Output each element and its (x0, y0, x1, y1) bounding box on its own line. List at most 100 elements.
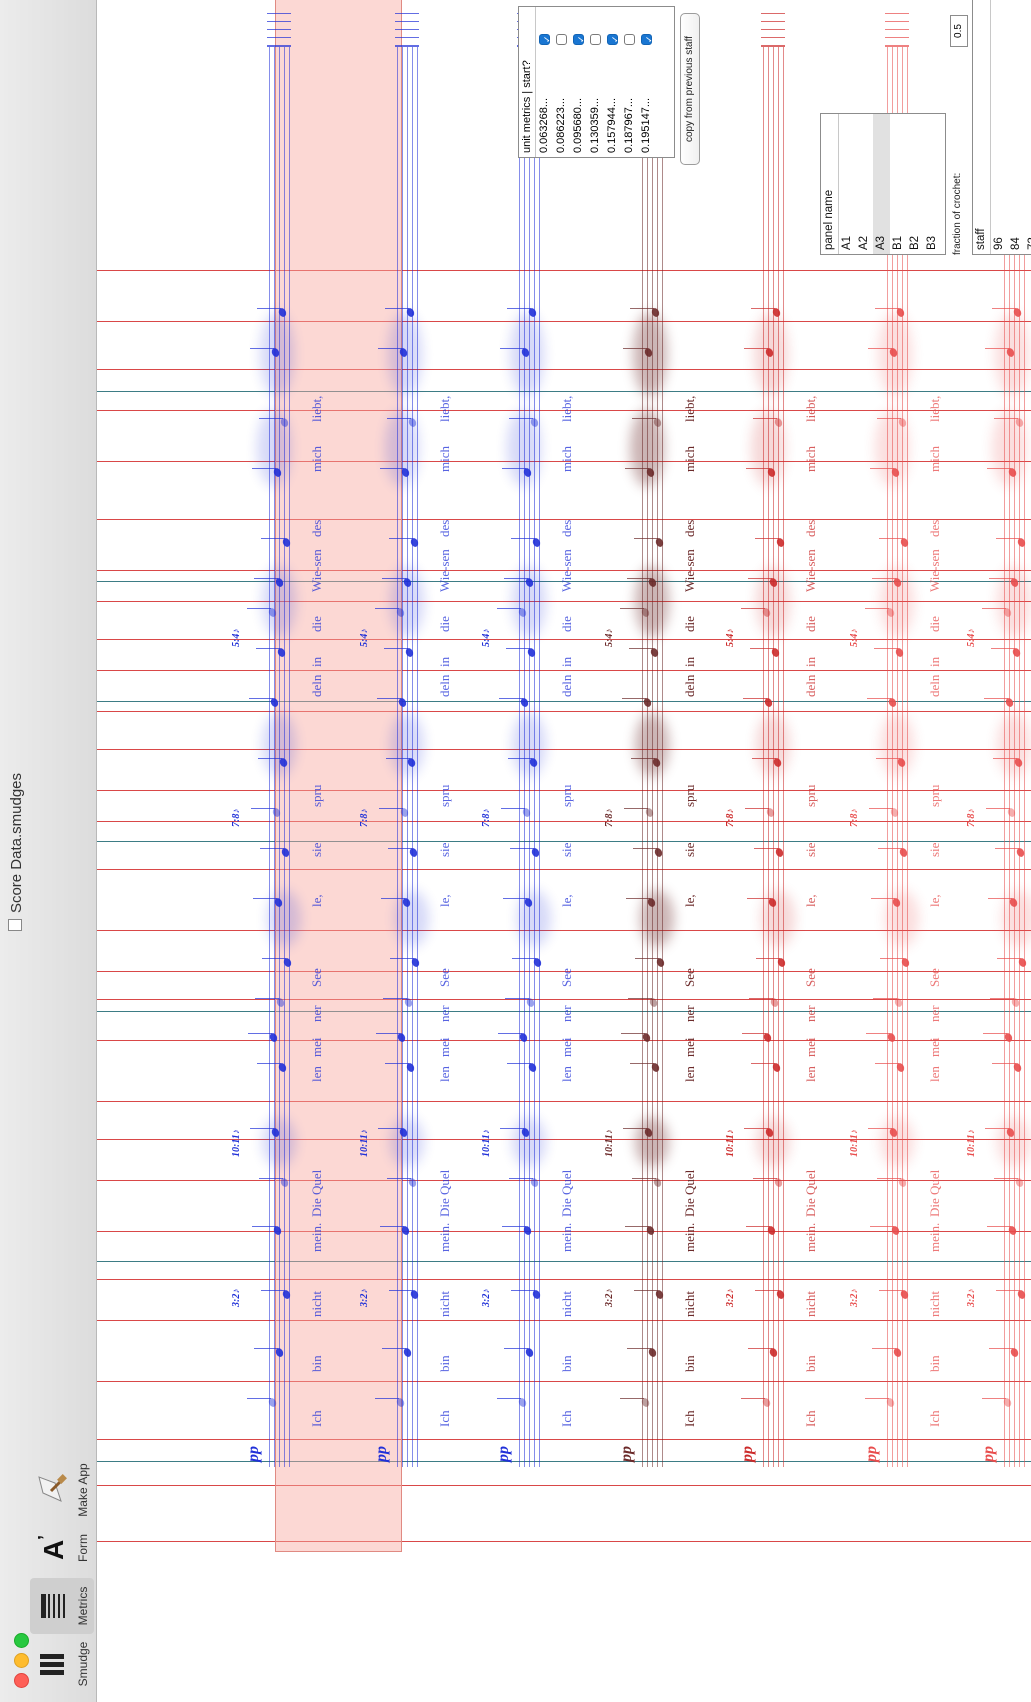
note-stem (627, 1348, 651, 1349)
end-barline (267, 6, 291, 47)
fraction-field[interactable]: 0.5 (950, 15, 968, 47)
lyric-syllable: See (927, 968, 942, 987)
metrics-row[interactable]: 0.130359... (587, 7, 604, 157)
note-stem (249, 698, 273, 699)
copy-from-previous-staff-button[interactable]: copy from previous staff (680, 13, 700, 165)
tuplet-marking: 7:8♪ (849, 808, 860, 827)
start-checkbox[interactable] (641, 34, 652, 45)
lyric-syllable: deln (309, 674, 324, 697)
staff-row: pp 3:2♪ 10:11♪ 7:8♪ 5:4♪ Ich bin nicht mein. Die … (345, 6, 455, 1467)
note-stem (987, 468, 1011, 469)
note-stem (384, 648, 408, 649)
lyric-syllable: mich (437, 446, 452, 472)
toolbar-metrics-button[interactable]: Metrics (30, 1578, 94, 1634)
staff-item-84[interactable]: 84 (1010, 237, 1022, 250)
score-canvas[interactable]: pp 3:2♪ 10:11♪ 7:8♪ 5:4♪ Ich bin nicht mein. Die … (97, 0, 1031, 1702)
lyric-syllable: die (927, 616, 942, 632)
panel-name-list[interactable]: panel name A1 A2 A3 B1 B2 B3 (820, 113, 946, 255)
panel-item-b2[interactable]: B2 (909, 235, 921, 250)
start-checkbox[interactable] (624, 34, 635, 45)
toolbar-form-button[interactable]: A’ Form (30, 1520, 94, 1576)
panel-item-a1[interactable]: A1 (841, 235, 853, 250)
start-checkbox[interactable] (556, 34, 567, 45)
start-checkbox[interactable] (539, 34, 550, 45)
lyric-syllable: len (927, 1066, 942, 1082)
note-stem (261, 1290, 285, 1291)
panel-item-a2[interactable]: A2 (858, 235, 870, 250)
note-stem (248, 1033, 272, 1034)
lyric-syllable: die (559, 616, 574, 632)
note-stem (388, 848, 412, 849)
start-checkbox[interactable] (590, 34, 601, 45)
lyric-syllable: mein. (309, 1222, 324, 1252)
lyric-syllable: mein. (682, 1222, 697, 1252)
zoom-window-button[interactable] (14, 1633, 29, 1648)
lyric-syllable: des (927, 519, 942, 537)
lyric-syllable: des (309, 519, 324, 537)
note-stem (993, 758, 1017, 759)
staff-item-96[interactable]: 96 (993, 237, 1005, 250)
metrics-row[interactable]: 0.195147... (638, 7, 655, 157)
note-stem (382, 578, 406, 579)
note-stem (872, 1348, 896, 1349)
lyric-syllable: See (309, 968, 324, 987)
panel-item-b1[interactable]: B1 (892, 235, 904, 250)
note-stem (377, 698, 401, 699)
toolbar-smudge-button[interactable]: Smudge (30, 1636, 94, 1692)
note-stem (745, 808, 769, 809)
note-stem (629, 648, 653, 649)
lyric-syllable: die (309, 616, 324, 632)
unit-metrics-table[interactable]: unit metrics | start?0.063268... 0.086223… (518, 6, 675, 158)
dynamic-marking: pp (373, 1446, 390, 1462)
lyric-syllable: ner (803, 1005, 818, 1022)
lyric-syllable: nicht (559, 1291, 574, 1317)
toolbar-make-app-button[interactable]: Make App (30, 1462, 94, 1518)
tuplet-marking: 7:8♪ (966, 808, 977, 827)
panel-item-a3[interactable]: A3 (873, 114, 890, 254)
lyric-syllable: in (309, 656, 324, 667)
metric-value: 0.195147... (640, 97, 652, 153)
metrics-row[interactable]: 0.187967... (621, 7, 638, 157)
note-stem (622, 698, 646, 699)
metric-value: 0.063268... (538, 97, 550, 153)
panel-item-b3[interactable]: B3 (926, 235, 938, 250)
note-stem (991, 648, 1015, 649)
lyric-syllable: Wie-sen (927, 549, 942, 592)
note-stem (250, 348, 274, 349)
document-icon (8, 919, 22, 932)
smudge-blot (635, 566, 669, 637)
start-checkbox[interactable] (573, 34, 584, 45)
note-stem (994, 418, 1018, 419)
lyric-syllable: des (682, 519, 697, 537)
tuplet-marking: 3:2♪ (604, 1288, 615, 1307)
minimize-window-button[interactable] (14, 1653, 29, 1668)
staff-list[interactable]: staff 96 84 72 60 54 48 42 (972, 0, 1031, 255)
note-stem (867, 698, 891, 699)
close-window-button[interactable] (14, 1673, 29, 1688)
note-stem (755, 1290, 779, 1291)
lyric-syllable: sie (803, 842, 818, 857)
lyric-syllable: liebt, (559, 395, 574, 422)
tuplet-marking: 3:2♪ (359, 1288, 370, 1307)
note-stem (499, 698, 523, 699)
staff-item-72[interactable]: 72 (1027, 237, 1031, 250)
lyric-syllable: deln (559, 674, 574, 697)
lyric-syllable: nicht (682, 1291, 697, 1317)
metrics-row[interactable]: 0.095680... (570, 7, 587, 157)
note-stem (748, 578, 772, 579)
lyric-syllable: Ich (682, 1410, 697, 1427)
note-stem (984, 698, 1008, 699)
note-stem (628, 998, 652, 999)
lyric-syllable: Wie-sen (559, 549, 574, 592)
lyric-syllable: sie (437, 842, 452, 857)
note-stem (983, 1033, 1007, 1034)
start-checkbox[interactable] (607, 34, 618, 45)
lyric-syllable: die (803, 616, 818, 632)
metrics-row[interactable]: 0.086223... (553, 7, 570, 157)
note-stem (630, 308, 654, 309)
lyric-syllable: Ich (309, 1410, 324, 1427)
metrics-row[interactable]: 0.063268... (536, 7, 553, 157)
metrics-row[interactable]: 0.157944... (604, 7, 621, 157)
measure-line (97, 1485, 1031, 1486)
lyric-syllable: Ich (437, 1410, 452, 1427)
